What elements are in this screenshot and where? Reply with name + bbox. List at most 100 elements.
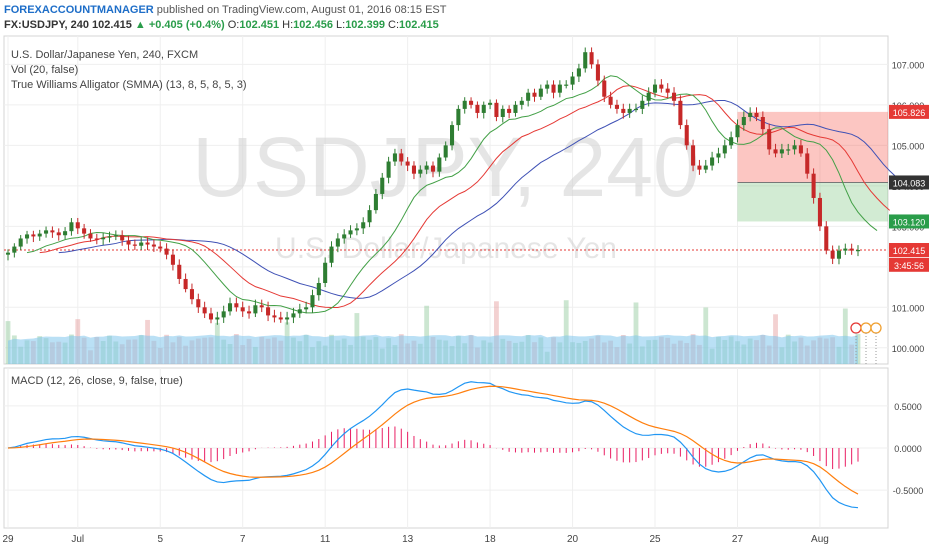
candle[interactable] xyxy=(266,301,271,322)
candle[interactable] xyxy=(754,107,759,122)
candle[interactable] xyxy=(545,80,550,94)
candle[interactable] xyxy=(462,97,467,114)
candle[interactable] xyxy=(849,243,854,255)
candle[interactable] xyxy=(354,223,359,236)
candle[interactable] xyxy=(63,227,68,240)
candle[interactable] xyxy=(697,159,702,175)
candle[interactable] xyxy=(88,229,93,242)
event-marker-icon[interactable] xyxy=(850,322,862,334)
candle[interactable] xyxy=(120,230,125,246)
candle[interactable] xyxy=(532,88,537,102)
candle[interactable] xyxy=(767,123,772,155)
candle[interactable] xyxy=(817,192,822,232)
candle[interactable] xyxy=(551,80,556,99)
candle[interactable] xyxy=(316,277,321,301)
candle[interactable] xyxy=(392,148,397,166)
candle[interactable] xyxy=(627,103,632,118)
candle[interactable] xyxy=(494,99,499,122)
candle[interactable] xyxy=(272,309,277,323)
candle[interactable] xyxy=(792,139,797,155)
candle[interactable] xyxy=(323,257,328,288)
candle[interactable] xyxy=(31,230,36,243)
candle[interactable] xyxy=(202,301,207,319)
candle[interactable] xyxy=(614,99,619,114)
candle[interactable] xyxy=(678,95,683,130)
candle[interactable] xyxy=(164,243,169,260)
candle[interactable] xyxy=(640,95,645,115)
candle[interactable] xyxy=(430,161,436,178)
candle[interactable] xyxy=(297,303,302,318)
candle[interactable] xyxy=(779,143,784,158)
stop-loss-zone[interactable] xyxy=(737,111,888,183)
candle[interactable] xyxy=(741,111,746,131)
candle[interactable] xyxy=(418,165,423,178)
event-marker-icon[interactable] xyxy=(870,322,882,334)
candle[interactable] xyxy=(748,107,753,122)
candle[interactable] xyxy=(132,239,137,251)
candle[interactable] xyxy=(259,299,264,313)
candle[interactable] xyxy=(513,101,518,117)
candle[interactable] xyxy=(735,119,740,143)
candle[interactable] xyxy=(824,221,829,255)
candle[interactable] xyxy=(576,63,581,83)
candle[interactable] xyxy=(608,91,613,109)
candle[interactable] xyxy=(805,148,810,179)
candle[interactable] xyxy=(126,235,131,251)
candle[interactable] xyxy=(564,80,569,89)
candle[interactable] xyxy=(361,217,366,235)
candle[interactable] xyxy=(25,230,30,244)
candle[interactable] xyxy=(500,105,505,123)
candle[interactable] xyxy=(5,249,11,261)
candle[interactable] xyxy=(843,243,848,255)
candle[interactable] xyxy=(684,119,689,150)
candle[interactable] xyxy=(253,299,258,318)
candle[interactable] xyxy=(760,111,765,135)
author-link[interactable]: FOREXACCOUNTMANAGER xyxy=(4,4,154,16)
candle[interactable] xyxy=(386,156,391,184)
candle[interactable] xyxy=(716,147,721,164)
candle[interactable] xyxy=(227,297,233,316)
candle[interactable] xyxy=(158,241,163,253)
candle[interactable] xyxy=(189,283,194,305)
candle[interactable] xyxy=(348,225,353,238)
candle[interactable] xyxy=(310,289,315,313)
candle[interactable] xyxy=(633,103,639,113)
candle[interactable] xyxy=(646,87,651,107)
candle[interactable] xyxy=(367,205,372,228)
candle[interactable] xyxy=(557,80,562,98)
candle[interactable] xyxy=(405,157,410,172)
candle[interactable] xyxy=(240,301,245,317)
candle[interactable] xyxy=(652,79,658,98)
candle[interactable] xyxy=(291,307,296,324)
candle[interactable] xyxy=(519,97,524,110)
candle[interactable] xyxy=(773,143,778,158)
candle[interactable] xyxy=(94,233,99,245)
candle[interactable] xyxy=(37,229,42,241)
candle[interactable] xyxy=(50,226,55,238)
candle[interactable] xyxy=(139,237,144,250)
candle[interactable] xyxy=(830,245,835,265)
candle[interactable] xyxy=(722,139,727,159)
candle[interactable] xyxy=(208,307,214,324)
candle[interactable] xyxy=(855,245,861,257)
candle[interactable] xyxy=(221,305,226,323)
candle[interactable] xyxy=(234,297,239,312)
candle[interactable] xyxy=(151,239,156,252)
candle[interactable] xyxy=(18,235,23,251)
candle[interactable] xyxy=(437,153,442,177)
candle[interactable] xyxy=(703,159,708,174)
candle[interactable] xyxy=(69,218,74,236)
candle[interactable] xyxy=(443,141,448,161)
candle[interactable] xyxy=(595,59,600,87)
candle[interactable] xyxy=(411,161,416,180)
candle[interactable] xyxy=(836,245,841,265)
candle[interactable] xyxy=(373,189,378,214)
candle[interactable] xyxy=(488,99,493,110)
candle[interactable] xyxy=(44,226,49,238)
event-marker-icon[interactable] xyxy=(860,322,872,334)
candle[interactable] xyxy=(507,105,512,119)
candle[interactable] xyxy=(798,139,803,157)
candle[interactable] xyxy=(101,233,106,245)
candle[interactable] xyxy=(329,241,334,268)
